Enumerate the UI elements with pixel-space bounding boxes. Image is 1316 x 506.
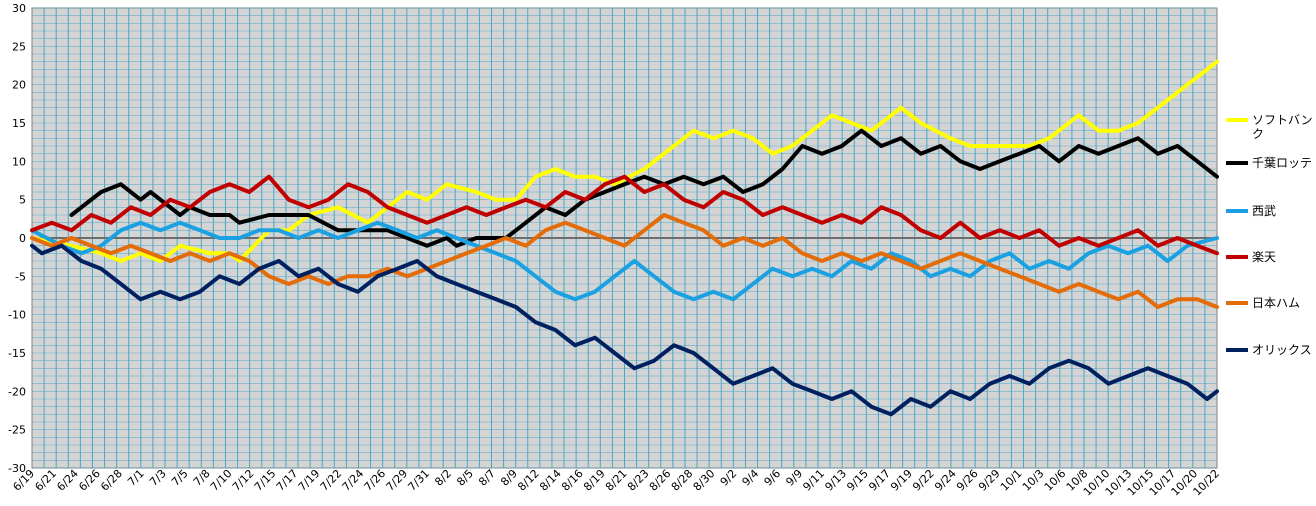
x-tick-label: 9/6 <box>762 467 784 489</box>
x-tick-label: 7/29 <box>384 467 411 494</box>
x-tick-label: 6/28 <box>98 467 125 494</box>
legend-label-continued: ク <box>1252 127 1264 141</box>
series-line-6 <box>30 243 1219 417</box>
x-tick-label: 9/22 <box>910 467 937 494</box>
x-tick-label: 7/17 <box>274 467 301 494</box>
y-tick-label: -15 <box>8 347 26 360</box>
x-tick-label: 7/5 <box>169 467 191 489</box>
x-tick-label: 9/2 <box>718 467 740 489</box>
series-line-3 <box>30 220 1219 302</box>
x-tick-label: 7/15 <box>252 467 279 494</box>
y-tick-label: 5 <box>19 194 26 207</box>
legend-label: 千葉ロッテ <box>1252 156 1312 170</box>
x-tick-label: 8/16 <box>559 467 586 494</box>
x-tick-label: 8/12 <box>515 467 542 494</box>
x-tick-label: 7/12 <box>230 467 257 494</box>
series-line-2 <box>69 128 1219 248</box>
x-tick-label: 10/1 <box>998 467 1025 494</box>
x-tick-label: 8/28 <box>669 467 696 494</box>
x-tick-label: 8/26 <box>647 467 674 494</box>
series-line-4 <box>30 174 1219 256</box>
x-tick-label: 8/14 <box>537 467 564 494</box>
legend-label: オリックス <box>1252 343 1312 357</box>
x-tick-label: 6/21 <box>32 467 59 494</box>
legend-label: ソフトバン <box>1252 113 1313 127</box>
x-tick-label: 8/2 <box>432 467 454 489</box>
y-tick-label: 15 <box>12 117 26 130</box>
y-tick-label: 0 <box>19 232 26 245</box>
x-tick-label: 7/1 <box>125 467 147 489</box>
y-axis-ticks: 30 25 20 15 10 5 0 -5 -10 -15 -20 -25 -30 <box>8 2 26 475</box>
x-tick-label: 8/30 <box>691 467 718 494</box>
series-line-1 <box>30 59 1219 263</box>
y-tick-label: 25 <box>12 40 26 53</box>
x-tick-label: 7/19 <box>296 467 323 494</box>
x-tick-label: 6/24 <box>54 467 81 494</box>
x-tick-label: 9/13 <box>822 467 849 494</box>
y-tick-label: -20 <box>8 385 26 398</box>
x-tick-label: 9/26 <box>954 467 981 494</box>
y-tick-label: -5 <box>15 270 26 283</box>
y-tick-label: -25 <box>8 424 26 437</box>
y-tick-label: 10 <box>12 155 26 168</box>
x-tick-label: 9/19 <box>888 467 915 494</box>
x-tick-label: 7/10 <box>208 467 235 494</box>
y-tick-label: 30 <box>12 2 26 15</box>
legend-label: 楽天 <box>1252 250 1276 264</box>
x-tick-label: 9/15 <box>844 467 871 494</box>
x-axis-ticks: 6/196/216/246/266/28 7/1 7/3 7/5 7/87/107/12… <box>10 467 1222 499</box>
x-tick-label: 9/17 <box>866 467 893 494</box>
x-tick-label: 10/3 <box>1020 467 1047 494</box>
x-tick-label: 8/23 <box>625 467 652 494</box>
legend-label: 日本ハム <box>1252 296 1300 310</box>
series-line-5 <box>30 213 1219 309</box>
series-lines <box>30 59 1219 417</box>
x-tick-label: 6/26 <box>76 467 103 494</box>
x-tick-label: 9/29 <box>976 467 1003 494</box>
x-tick-label: 7/3 <box>147 467 169 489</box>
x-tick-label: 9/4 <box>740 467 762 489</box>
x-tick-label: 7/24 <box>340 467 367 494</box>
x-tick-label: 8/21 <box>603 467 630 494</box>
x-tick-label: 8/19 <box>581 467 608 494</box>
x-tick-label: 10/6 <box>1042 467 1069 494</box>
x-tick-label: 8/7 <box>476 467 498 489</box>
x-tick-label: 7/22 <box>318 467 345 494</box>
x-tick-label: 7/26 <box>362 467 389 494</box>
y-tick-label: 20 <box>12 79 26 92</box>
legend-label: 西武 <box>1252 204 1276 218</box>
x-tick-label: 8/5 <box>454 467 476 489</box>
x-tick-label: 7/31 <box>405 467 432 494</box>
x-tick-label: 9/11 <box>800 467 827 494</box>
y-tick-label: -30 <box>8 462 26 475</box>
y-tick-label: -10 <box>8 309 26 322</box>
x-tick-label: 9/24 <box>932 467 959 494</box>
